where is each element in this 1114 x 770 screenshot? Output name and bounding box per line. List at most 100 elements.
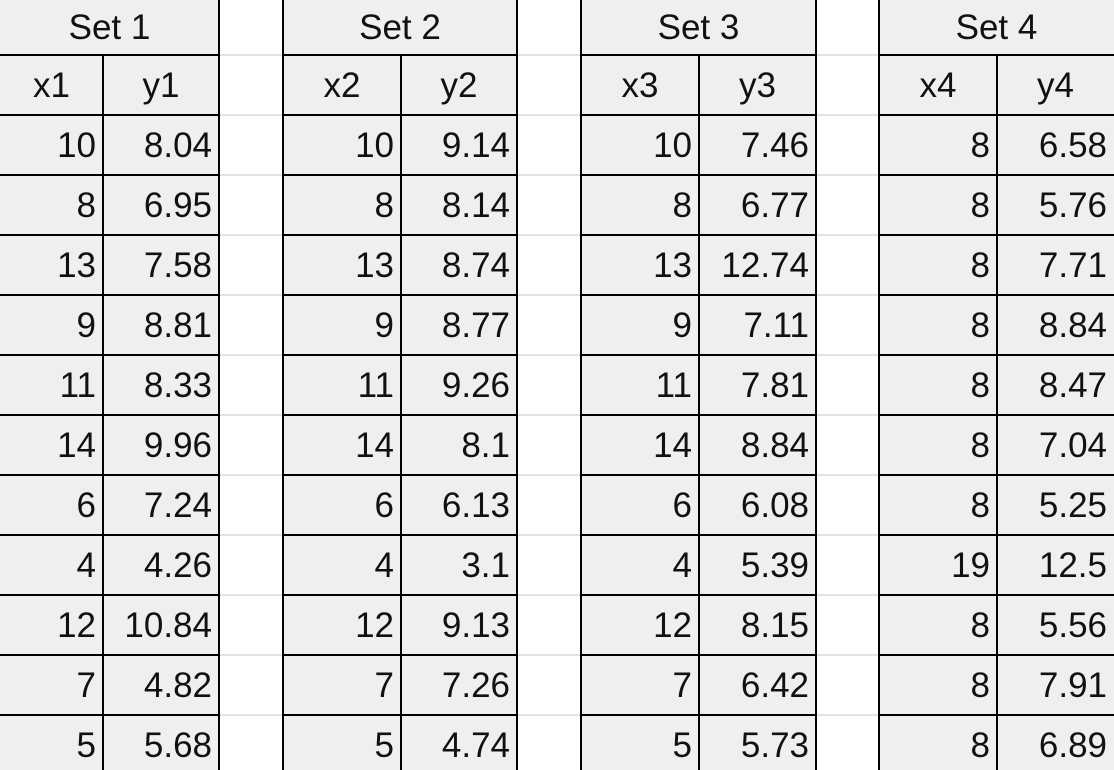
x-value-cell[interactable]: 13 xyxy=(283,235,401,295)
y-value-cell[interactable]: 7.46 xyxy=(699,115,816,175)
x-value-cell[interactable]: 5 xyxy=(581,715,699,770)
y-value-cell[interactable]: 6.77 xyxy=(699,175,816,235)
x-value-cell[interactable]: 4 xyxy=(283,535,401,595)
x-value-cell[interactable]: 5 xyxy=(0,715,103,770)
y-column-header[interactable]: y2 xyxy=(401,55,517,115)
x-value-cell[interactable]: 5 xyxy=(283,715,401,770)
x-value-cell[interactable]: 7 xyxy=(0,655,103,715)
y-column-header[interactable]: y4 xyxy=(997,55,1114,115)
x-value-cell[interactable]: 8 xyxy=(283,175,401,235)
y-value-cell[interactable]: 6.08 xyxy=(699,475,816,535)
x-value-cell[interactable]: 8 xyxy=(879,475,997,535)
x-value-cell[interactable]: 6 xyxy=(283,475,401,535)
y-value-cell[interactable]: 7.71 xyxy=(997,235,1114,295)
y-value-cell[interactable]: 7.24 xyxy=(103,475,219,535)
x-value-cell[interactable]: 9 xyxy=(283,295,401,355)
x-value-cell[interactable]: 4 xyxy=(0,535,103,595)
x-column-header[interactable]: x4 xyxy=(879,55,997,115)
x-value-cell[interactable]: 11 xyxy=(581,355,699,415)
y-value-cell[interactable]: 9.14 xyxy=(401,115,517,175)
y-value-cell[interactable]: 6.42 xyxy=(699,655,816,715)
y-value-cell[interactable]: 8.04 xyxy=(103,115,219,175)
y-column-header[interactable]: y1 xyxy=(103,55,219,115)
y-value-cell[interactable]: 5.76 xyxy=(997,175,1114,235)
x-value-cell[interactable]: 11 xyxy=(283,355,401,415)
x-column-header[interactable]: x3 xyxy=(581,55,699,115)
y-value-cell[interactable]: 9.26 xyxy=(401,355,517,415)
y-value-cell[interactable]: 6.13 xyxy=(401,475,517,535)
x-value-cell[interactable]: 8 xyxy=(879,235,997,295)
y-value-cell[interactable]: 8.84 xyxy=(699,415,816,475)
x-value-cell[interactable]: 8 xyxy=(879,595,997,655)
y-value-cell[interactable]: 4.82 xyxy=(103,655,219,715)
x-value-cell[interactable]: 8 xyxy=(0,175,103,235)
y-value-cell[interactable]: 8.15 xyxy=(699,595,816,655)
y-value-cell[interactable]: 5.68 xyxy=(103,715,219,770)
y-value-cell[interactable]: 8.47 xyxy=(997,355,1114,415)
x-value-cell[interactable]: 12 xyxy=(0,595,103,655)
y-value-cell[interactable]: 9.96 xyxy=(103,415,219,475)
y-value-cell[interactable]: 9.13 xyxy=(401,595,517,655)
y-value-cell[interactable]: 8.33 xyxy=(103,355,219,415)
y-value-cell[interactable]: 12.5 xyxy=(997,535,1114,595)
x-value-cell[interactable]: 13 xyxy=(0,235,103,295)
x-column-header[interactable]: x1 xyxy=(0,55,103,115)
x-value-cell[interactable]: 9 xyxy=(581,295,699,355)
x-value-cell[interactable]: 10 xyxy=(0,115,103,175)
y-value-cell[interactable]: 10.84 xyxy=(103,595,219,655)
x-value-cell[interactable]: 8 xyxy=(879,355,997,415)
y-value-cell[interactable]: 6.58 xyxy=(997,115,1114,175)
y-value-cell[interactable]: 3.1 xyxy=(401,535,517,595)
x-value-cell[interactable]: 12 xyxy=(283,595,401,655)
y-value-cell[interactable]: 5.73 xyxy=(699,715,816,770)
x-value-cell[interactable]: 14 xyxy=(283,415,401,475)
y-value-cell[interactable]: 8.1 xyxy=(401,415,517,475)
y-value-cell[interactable]: 7.81 xyxy=(699,355,816,415)
x-value-cell[interactable]: 14 xyxy=(581,415,699,475)
y-value-cell[interactable]: 8.77 xyxy=(401,295,517,355)
x-value-cell[interactable]: 11 xyxy=(0,355,103,415)
y-value-cell[interactable]: 7.04 xyxy=(997,415,1114,475)
x-value-cell[interactable]: 12 xyxy=(581,595,699,655)
x-value-cell[interactable]: 8 xyxy=(879,415,997,475)
x-value-cell[interactable]: 7 xyxy=(581,655,699,715)
x-value-cell[interactable]: 8 xyxy=(879,655,997,715)
x-value-cell[interactable]: 9 xyxy=(0,295,103,355)
y-value-cell[interactable]: 8.81 xyxy=(103,295,219,355)
y-column-header[interactable]: y3 xyxy=(699,55,816,115)
x-value-cell[interactable]: 13 xyxy=(581,235,699,295)
y-value-cell[interactable]: 5.56 xyxy=(997,595,1114,655)
x-value-cell[interactable]: 14 xyxy=(0,415,103,475)
x-value-cell[interactable]: 8 xyxy=(581,175,699,235)
x-value-cell[interactable]: 8 xyxy=(879,715,997,770)
x-column-header[interactable]: x2 xyxy=(283,55,401,115)
y-value-cell[interactable]: 7.26 xyxy=(401,655,517,715)
y-value-cell[interactable]: 8.74 xyxy=(401,235,517,295)
x-value-cell[interactable]: 6 xyxy=(0,475,103,535)
x-value-cell[interactable]: 8 xyxy=(879,295,997,355)
set-title-cell[interactable]: Set 4 xyxy=(879,0,1114,55)
y-value-cell[interactable]: 8.14 xyxy=(401,175,517,235)
y-value-cell[interactable]: 5.25 xyxy=(997,475,1114,535)
set-title-cell[interactable]: Set 3 xyxy=(581,0,816,55)
y-value-cell[interactable]: 6.95 xyxy=(103,175,219,235)
y-value-cell[interactable]: 12.74 xyxy=(699,235,816,295)
y-value-cell[interactable]: 5.39 xyxy=(699,535,816,595)
x-value-cell[interactable]: 6 xyxy=(581,475,699,535)
y-value-cell[interactable]: 7.11 xyxy=(699,295,816,355)
x-value-cell[interactable]: 7 xyxy=(283,655,401,715)
y-value-cell[interactable]: 8.84 xyxy=(997,295,1114,355)
x-value-cell[interactable]: 8 xyxy=(879,115,997,175)
x-value-cell[interactable]: 10 xyxy=(283,115,401,175)
y-value-cell[interactable]: 7.58 xyxy=(103,235,219,295)
y-value-cell[interactable]: 4.26 xyxy=(103,535,219,595)
y-value-cell[interactable]: 7.91 xyxy=(997,655,1114,715)
set-title-cell[interactable]: Set 2 xyxy=(283,0,517,55)
y-value-cell[interactable]: 6.89 xyxy=(997,715,1114,770)
x-value-cell[interactable]: 4 xyxy=(581,535,699,595)
x-value-cell[interactable]: 8 xyxy=(879,175,997,235)
x-value-cell[interactable]: 19 xyxy=(879,535,997,595)
y-value-cell[interactable]: 4.74 xyxy=(401,715,517,770)
set-title-cell[interactable]: Set 1 xyxy=(0,0,219,55)
x-value-cell[interactable]: 10 xyxy=(581,115,699,175)
